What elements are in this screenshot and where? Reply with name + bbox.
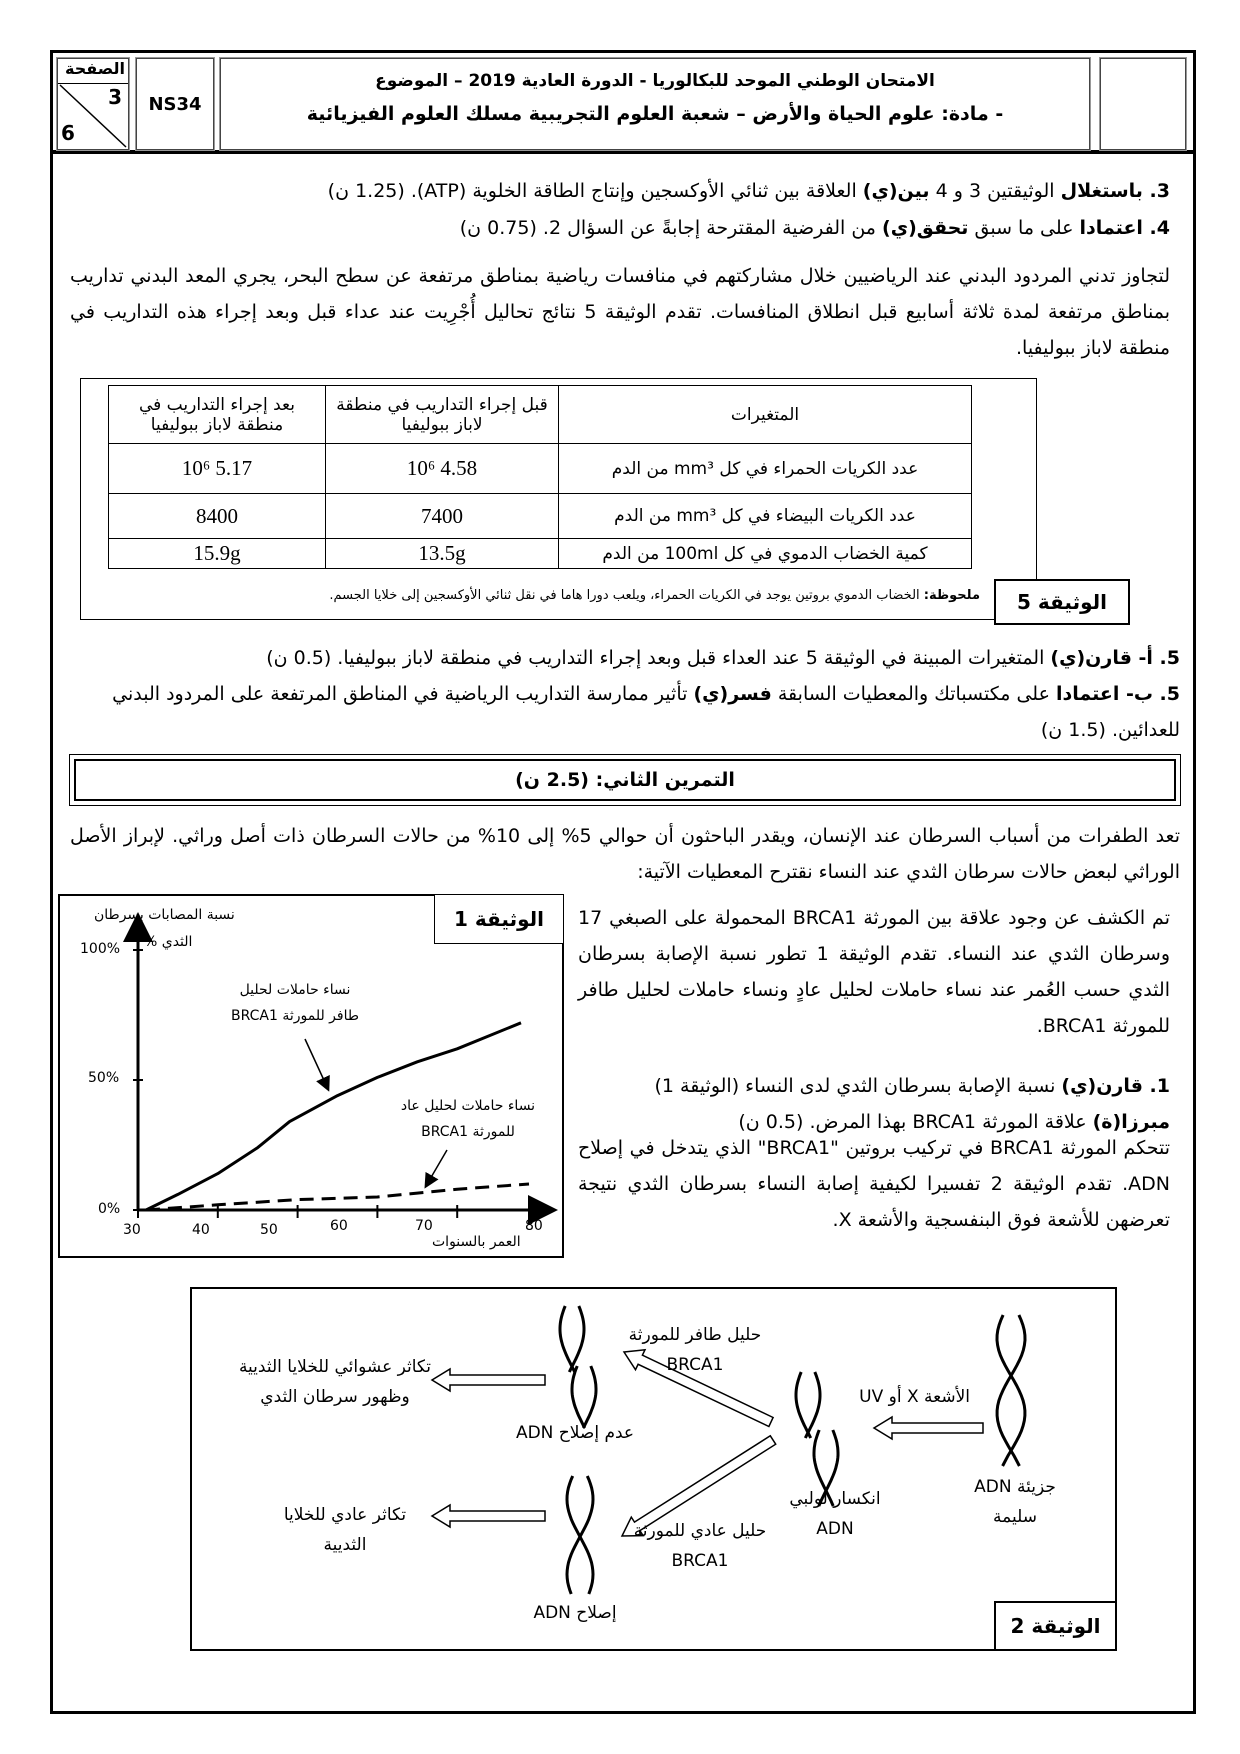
series-mutant-pointer (304, 1038, 330, 1092)
unrepaired-dna-lower-helix-icon-strand (570, 1365, 587, 1429)
doc5-table: المتغيرات قبل إجراء التداريب في منطقة لا… (108, 385, 972, 569)
table-cell: 8400 (108, 493, 326, 539)
chart-x-label: العمر بالسنوات (432, 1234, 521, 1250)
x-tick-label: 40 (192, 1222, 210, 1238)
exam-title-line2: - مادة: علوم الحياة والأرض – شعبة العلوم… (306, 103, 1004, 125)
x-tick-label: 70 (415, 1218, 433, 1234)
repair-label: إصلاح ADN (533, 1603, 617, 1623)
doc1-frame: نسبة المصابات بسرطان الثدي % 100% 50% 0%… (58, 894, 564, 1258)
exercise2-intro: تعد الطفرات من أسباب السرطان عند الإنسان… (70, 825, 1180, 883)
broken-dna-label: انكسار لولبي ADN (789, 1489, 881, 1539)
empty-header-cell (1100, 58, 1186, 150)
page-current: 3 (108, 85, 122, 109)
doc2-frame (190, 1287, 1117, 1651)
exercise2-title: التمرين الثاني: (2.5 ن) (74, 759, 1176, 801)
radiation-label: الأشعة X أو UV (859, 1387, 970, 1407)
doc1-label: الوثيقة 1 (434, 894, 564, 944)
mutant-path-arrow (622, 1348, 775, 1428)
exercise2-question-1: 1. قارن(ي) نسبة الإصابة بسرطان الثدي لدى… (654, 1075, 1170, 1133)
table-row: عدد الكريات البيضاء في كل mm³ من الدم 74… (108, 493, 972, 539)
page-divider-diagonal (59, 84, 127, 148)
y-tick-label: 100% (80, 941, 121, 957)
x-tick-label: 50 (260, 1222, 278, 1238)
doc5-intro: لتجاوز تدني المردود البدني عند الرياضيين… (70, 265, 1171, 359)
y-tick-label: 0% (98, 1201, 121, 1217)
broken-dna-upper-helix-icon-strand (794, 1371, 813, 1439)
healthy-dna-helix-icon-strand (995, 1314, 1027, 1467)
exercise2-title-box: التمرين الثاني: (2.5 ن) (69, 754, 1181, 806)
series-label-mutant-1: نساء حاملات لحليل (239, 982, 351, 998)
chart-y-label-2: الثدي % (144, 934, 193, 950)
header-divider (50, 150, 1193, 154)
normal-growth-arrow (430, 1503, 546, 1529)
series-label-mutant-2: طافر للمورثة BRCA1 (230, 1008, 360, 1024)
normal-growth-label: تكاثر عادي للخلايا الثديية (283, 1505, 407, 1555)
broken-dna-lower-helix-icon-strand (812, 1429, 835, 1507)
table-row: عدد الكريات الحمراء في كل mm³ من الدم 4.… (108, 443, 972, 494)
table-header: قبل إجراء التداريب في منطقة لاباز ببوليف… (325, 385, 559, 444)
exam-code: NS34 (136, 58, 214, 150)
table-cell: 13.5g (325, 538, 559, 569)
cancer-outcome-label: تكاثر عشوائي للخلايا الثديية وظهور سرطان … (238, 1357, 432, 1407)
cancer-outcome-arrow (430, 1367, 546, 1393)
unrepaired-dna-lower-helix-icon-strand (581, 1365, 598, 1429)
broken-dna-upper-helix-icon-strand (803, 1371, 822, 1439)
table-cell: 5.17 10⁶ (108, 443, 326, 494)
question-5b: 5. ب- اعتمادا على مكتسباتك والمعطيات الس… (112, 683, 1180, 741)
repaired-dna-helix-icon-strand (565, 1475, 595, 1595)
exam-title-box: الامتحان الوطني الموحد للبكالوريا - الدو… (220, 58, 1090, 150)
series-normal-line (145, 1182, 530, 1212)
healthy-dna-helix-icon-strand (995, 1314, 1027, 1467)
healthy-dna-label: جزيئة ADN سليمة (974, 1477, 1056, 1527)
mutant-allele-label: حليل طافر للمورثة BRCA1 (628, 1325, 762, 1375)
exercise2-para2: تتحكم المورثة BRCA1 في تركيب بروتين "BRC… (578, 1137, 1170, 1231)
table-row: كمية الخضاب الدموي في كل 100ml من الدم 1… (108, 538, 972, 569)
doc2-diagram (430, 1305, 1027, 1595)
table-header: المتغيرات (558, 385, 972, 444)
question-5a: 5. أ- قارن(ي) المتغيرات المبينة في الوثي… (266, 647, 1180, 669)
x-tick-label: 60 (330, 1218, 348, 1234)
table-cell: عدد الكريات البيضاء في كل mm³ من الدم (558, 493, 972, 539)
doc5-note: ملحوظة: الخضاب الدموي بروتين يوجد في الك… (329, 588, 980, 603)
normal-path-arrow (620, 1434, 777, 1537)
question-3: 3. باستغلال الوثيقتين 3 و 4 بين(ي) العلا… (327, 180, 1170, 202)
chart-y-label-1: نسبة المصابات بسرطان (94, 907, 235, 923)
page-label: الصفحة (64, 59, 125, 78)
unrepaired-dna-upper-helix-icon-strand (567, 1305, 586, 1373)
unrepaired-dna-upper-helix-icon-strand (558, 1305, 577, 1373)
no-repair-label: عدم إصلاح ADN (515, 1423, 635, 1443)
broken-dna-lower-helix-icon-strand (817, 1429, 840, 1507)
x-tick-label: 80 (525, 1218, 543, 1234)
table-cell: 4.58 10⁶ (325, 443, 559, 494)
x-tick-label: 30 (123, 1222, 141, 1238)
repaired-dna-helix-icon-strand (565, 1475, 595, 1595)
page-number-box: الصفحة 3 6 (57, 58, 129, 150)
table-header: بعد إجراء التداريب في منطقة لاباز ببوليف… (108, 385, 326, 444)
radiation-arrow (872, 1415, 984, 1441)
series-label-normal-1: نساء حاملات لحليل عاد (400, 1098, 536, 1114)
series-normal-pointer (424, 1149, 448, 1189)
table-cell: كمية الخضاب الدموي في كل 100ml من الدم (558, 538, 972, 569)
doc5-label: الوثيقة 5 (994, 579, 1130, 625)
table-cell: 15.9g (108, 538, 326, 569)
exercise2-para1: تم الكشف عن وجود علاقة بين المورثة BRCA1… (578, 907, 1170, 1037)
series-label-normal-2: للمورثة BRCA1 (421, 1124, 515, 1140)
normal-allele-label: حليل عادي للمورثة BRCA1 (633, 1521, 767, 1571)
table-cell: عدد الكريات الحمراء في كل mm³ من الدم (558, 443, 972, 494)
y-tick-label: 50% (88, 1070, 120, 1086)
exam-title-line1: الامتحان الوطني الموحد للبكالوريا - الدو… (375, 71, 935, 91)
table-cell: 7400 (325, 493, 559, 539)
series-mutant-line (145, 1021, 522, 1212)
question-4: 4. اعتمادا على ما سبق تحقق(ي) من الفرضية… (459, 217, 1170, 239)
page-total: 6 (61, 121, 75, 145)
doc1-chart (123, 912, 558, 1225)
doc2-label: الوثيقة 2 (994, 1601, 1117, 1651)
page-frame (50, 50, 1196, 1714)
